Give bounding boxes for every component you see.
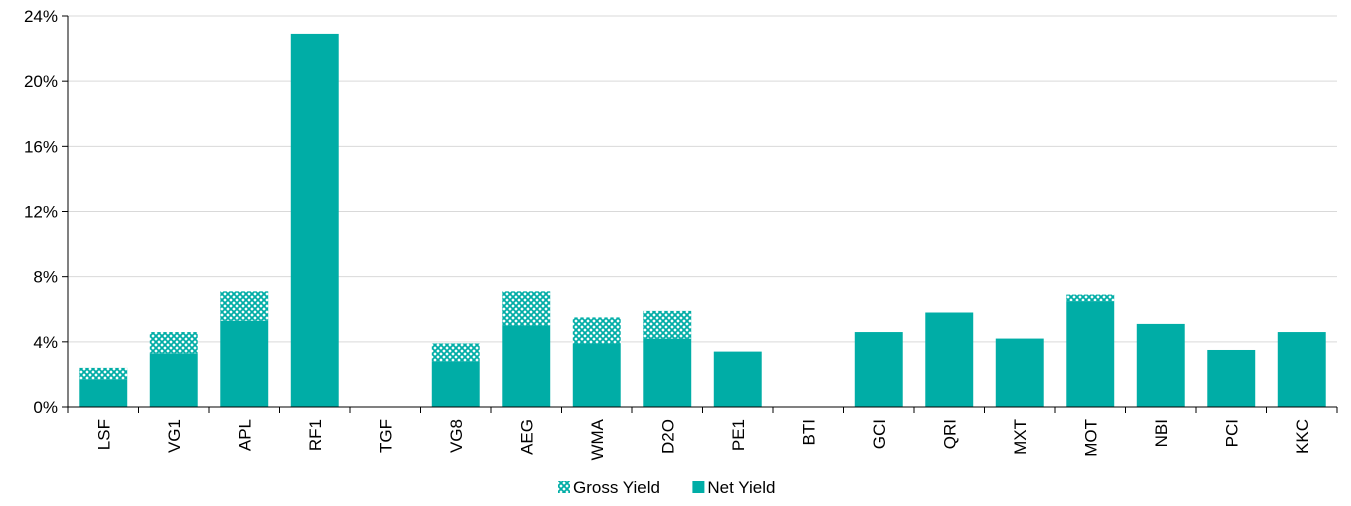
bar-gross-yield-mot <box>1066 294 1115 302</box>
bar-gross-yield-d2o <box>643 310 692 339</box>
y-axis-ticks: 0% 4% 8% 12% 16% 20% 24% <box>24 7 68 417</box>
x-tick-label: GCI <box>870 419 889 449</box>
bar-net-yield-qri <box>925 312 974 407</box>
bar-net-yield-mxt <box>995 338 1044 407</box>
y-tick-label: 16% <box>24 137 58 156</box>
x-tick-label: PCI <box>1222 419 1241 447</box>
legend-swatch-net-yield <box>692 481 705 493</box>
bar-gross-yield-lsf <box>79 367 128 380</box>
bar-net-yield-apl <box>220 320 269 407</box>
x-axis-labels: LSF VG1 APL RF1 TGF VG8 AEG WMA D2O PE1 BTI GCI QRI M… <box>94 418 1312 460</box>
y-tick-label: 8% <box>33 268 58 287</box>
bar-net-yield-pci <box>1207 349 1256 407</box>
bars <box>79 33 1326 407</box>
bar-net-yield-lsf <box>79 379 128 407</box>
x-tick-label: AEG <box>517 419 536 455</box>
bar-net-yield-kkc <box>1277 332 1326 407</box>
x-tick-label: WMA <box>588 418 607 460</box>
y-tick-label: 0% <box>33 398 58 417</box>
x-tick-label: TGF <box>376 419 395 453</box>
x-tick-label: LSF <box>94 419 113 450</box>
bar-net-yield-mot <box>1066 301 1115 407</box>
bar-gross-yield-wma <box>572 317 621 344</box>
x-tick-label: RF1 <box>306 419 325 451</box>
bar-net-yield-pe1 <box>713 351 762 407</box>
x-tick-label: MXT <box>1011 419 1030 455</box>
bar-net-yield-gci <box>854 332 903 407</box>
bar-net-yield-d2o <box>643 338 692 407</box>
x-tick-label: KKC <box>1293 419 1312 454</box>
bar-net-yield-vg8 <box>431 361 480 407</box>
x-tick-label: VG1 <box>165 419 184 453</box>
x-tick-label: D2O <box>658 419 677 454</box>
y-tick-label: 4% <box>33 333 58 352</box>
bar-gross-yield-aeg <box>502 291 551 326</box>
bar-net-yield-rf1 <box>290 33 339 407</box>
bar-gross-yield-vg1 <box>149 332 198 354</box>
legend: Gross Yield Net Yield <box>558 478 775 497</box>
x-tick-label: VG8 <box>447 419 466 453</box>
y-tick-label: 24% <box>24 7 58 26</box>
x-tick-label: PE1 <box>729 419 748 451</box>
x-tick-label: NBI <box>1152 419 1171 447</box>
x-tick-label: MOT <box>1081 419 1100 457</box>
bar-net-yield-nbi <box>1136 323 1185 407</box>
legend-label-gross-yield: Gross Yield <box>573 478 660 497</box>
bar-net-yield-aeg <box>502 325 551 407</box>
x-tick-label: APL <box>235 419 254 451</box>
bar-net-yield-wma <box>572 343 621 407</box>
x-tick-label: QRI <box>940 419 959 449</box>
gridlines <box>68 15 1337 343</box>
bar-gross-yield-apl <box>220 291 269 321</box>
bar-net-yield-vg1 <box>149 353 198 407</box>
bar-gross-yield-vg8 <box>431 343 480 362</box>
y-tick-label: 12% <box>24 203 58 222</box>
legend-swatch-gross-yield <box>558 481 570 493</box>
legend-label-net-yield: Net Yield <box>707 478 775 497</box>
y-tick-label: 20% <box>24 72 58 91</box>
x-tick-label: BTI <box>799 419 818 445</box>
